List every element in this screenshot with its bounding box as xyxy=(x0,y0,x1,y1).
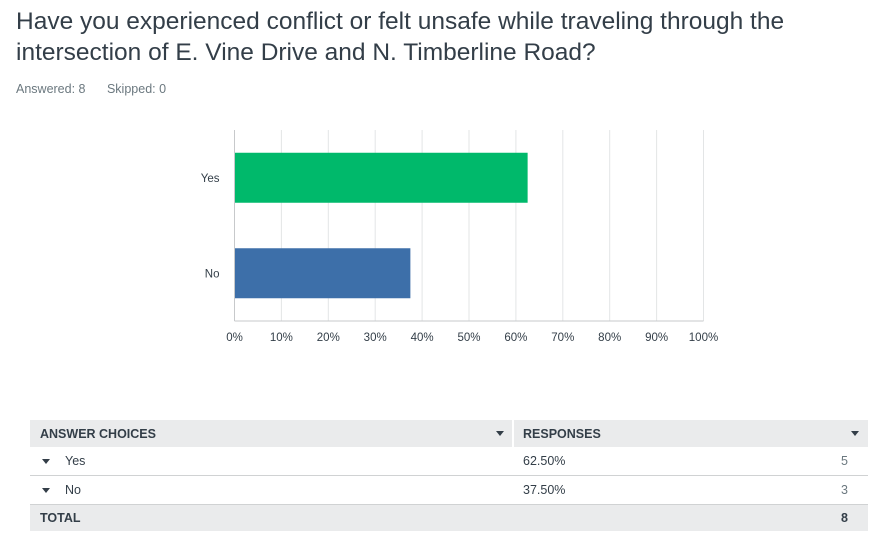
question-title: Have you experienced conflict or felt un… xyxy=(16,8,785,66)
table-header-row: ANSWER CHOICES RESPONSES xyxy=(30,420,868,447)
x-tick-label: 100% xyxy=(689,332,718,344)
choice-label: No xyxy=(65,483,81,497)
bar-yes xyxy=(235,152,528,203)
x-tick-label: 10% xyxy=(270,332,293,344)
answer-choice-cell[interactable]: Yes xyxy=(30,447,512,475)
bar-chart: 0% 10% 20% 30% 40% 50% 60% 70% 80% 90% 100% Yes No xyxy=(201,130,718,344)
response-percent: 62.50% xyxy=(523,454,566,468)
x-tick-label: 50% xyxy=(457,332,480,344)
category-label: No xyxy=(205,268,220,280)
table-total-row: TOTAL 8 xyxy=(30,505,868,531)
sort-choices-caret-icon[interactable] xyxy=(496,431,504,436)
table-row: No 37.50% 3 xyxy=(30,476,868,505)
x-tick-label: 90% xyxy=(645,332,668,344)
table-row: Yes 62.50% 5 xyxy=(30,447,868,476)
x-tick-label: 0% xyxy=(226,332,243,344)
x-tick-label: 30% xyxy=(364,332,387,344)
response-count: 5 xyxy=(841,454,848,468)
x-tick-label: 20% xyxy=(317,332,340,344)
choice-label: Yes xyxy=(65,454,86,468)
header-answer-choices[interactable]: ANSWER CHOICES xyxy=(40,426,156,441)
category-label: Yes xyxy=(201,173,220,185)
bar-no xyxy=(235,248,411,299)
total-label: TOTAL xyxy=(40,511,81,525)
answer-choice-cell[interactable]: No xyxy=(30,476,512,504)
response-stats: Answered: 8 Skipped: 0 xyxy=(16,82,184,96)
total-count: 8 xyxy=(841,511,848,525)
x-tick-label: 60% xyxy=(504,332,527,344)
answered-count: Answered: 8 xyxy=(16,82,86,96)
answer-table: ANSWER CHOICES RESPONSES Yes 62.50% 5 No… xyxy=(30,420,868,531)
skipped-count: Skipped: 0 xyxy=(106,82,167,96)
x-tick-label: 40% xyxy=(411,332,434,344)
x-tick-label: 80% xyxy=(598,332,621,344)
x-tick-label: 70% xyxy=(551,332,574,344)
expand-caret-icon[interactable] xyxy=(42,458,50,464)
header-responses[interactable]: RESPONSES xyxy=(523,426,601,441)
response-percent: 37.50% xyxy=(523,483,566,497)
column-divider xyxy=(512,420,514,447)
response-count: 3 xyxy=(841,483,848,497)
expand-caret-icon[interactable] xyxy=(42,487,50,493)
sort-responses-caret-icon[interactable] xyxy=(851,431,859,436)
